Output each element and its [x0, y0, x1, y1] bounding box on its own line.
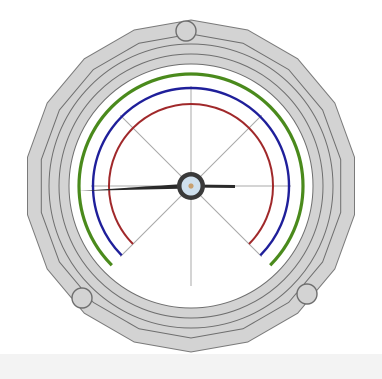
dial-spoke	[119, 114, 192, 187]
dial-spoke	[119, 185, 192, 258]
mount-hole-top	[175, 20, 197, 42]
middle-scale-arc	[91, 86, 291, 257]
outer-scale-arc	[77, 72, 305, 267]
needle-hub-pin	[188, 183, 194, 189]
inner-scale-arc	[108, 103, 274, 245]
housing-ring	[40, 33, 342, 339]
needle-long	[79, 183, 191, 191]
bottom-band	[0, 354, 382, 379]
dial-spoke	[190, 185, 263, 258]
dial-spoke	[190, 114, 263, 187]
dial-spokes	[91, 86, 291, 286]
mount-hole-left	[71, 287, 93, 309]
mount-hole-right	[296, 283, 318, 305]
